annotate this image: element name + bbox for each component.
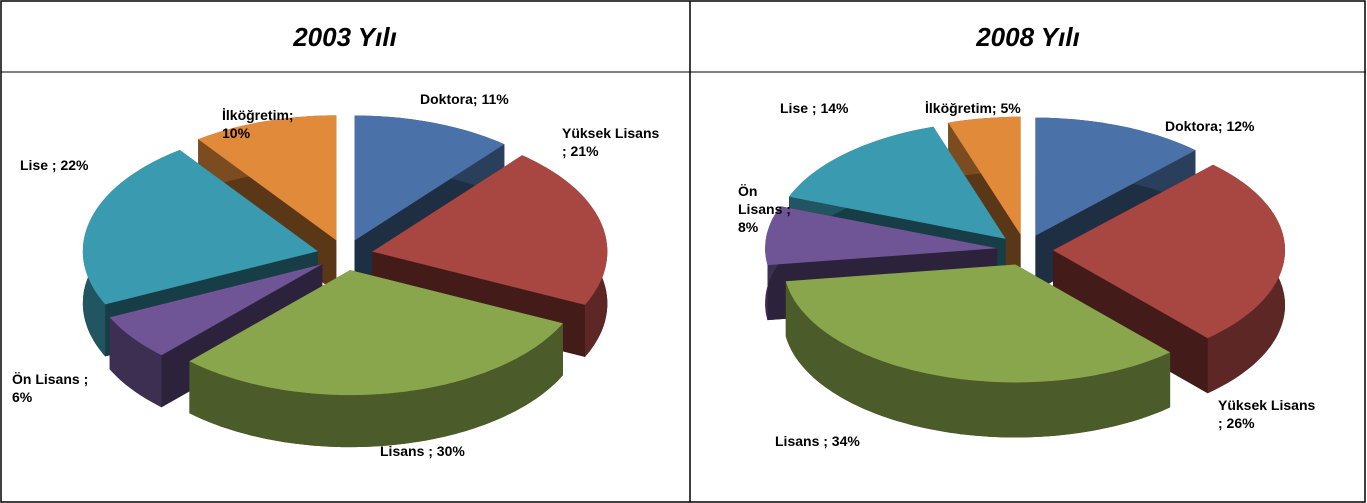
data-label: Yüksek Lisans ; 21% <box>562 125 659 159</box>
slice <box>785 264 1171 438</box>
slice-side <box>109 317 162 408</box>
data-label-line: Doktora; 12% <box>1165 118 1255 134</box>
slice-top <box>189 270 563 396</box>
slice-top <box>1053 164 1285 339</box>
slice-top <box>82 150 318 305</box>
data-label: Ön Lisans ; 8% <box>738 183 791 235</box>
slice <box>1053 164 1285 394</box>
data-label: Lisans ; 34% <box>775 433 860 449</box>
data-label: İlköğretim; 5% <box>925 100 1021 116</box>
data-label-line: 10% <box>222 125 251 141</box>
data-label-line: Yüksek Lisans <box>562 125 659 141</box>
slice-side <box>189 323 563 448</box>
data-label-line: Lise ; 22% <box>20 157 89 173</box>
data-label-line: Lisans ; 34% <box>775 433 860 449</box>
data-label: Lise ; 22% <box>20 157 89 173</box>
data-label: Ön Lisans ; 6% <box>12 371 88 405</box>
slice-top <box>372 155 608 305</box>
data-label-line: İlköğretim; 5% <box>925 100 1021 116</box>
data-label-line: Ön <box>738 183 757 199</box>
slice-top <box>785 264 1171 383</box>
data-label-line: Doktora; 11% <box>420 91 509 107</box>
data-label-line: Lise ; 14% <box>780 100 849 116</box>
data-label-line: ; 21% <box>562 143 599 159</box>
slice-top <box>765 206 998 266</box>
data-label: Lisans ; 30% <box>380 443 465 459</box>
chart-title: 2003 Yılı <box>292 22 397 52</box>
data-label: Yüksek Lisans ; 26% <box>1218 397 1315 431</box>
data-label-line: ; 26% <box>1218 415 1255 431</box>
data-label-line: 6% <box>12 389 33 405</box>
slice-top <box>1035 117 1196 236</box>
slice-side <box>785 281 1171 438</box>
data-label: Doktora; 12% <box>1165 118 1255 134</box>
data-label-line: Lisans ; 30% <box>380 443 465 459</box>
data-label-line: İlköğretim; <box>222 107 294 123</box>
data-label-line: Lisans ; <box>738 201 791 217</box>
slice-top <box>948 116 1021 235</box>
data-label-line: 8% <box>738 219 759 235</box>
data-label: Lise ; 14% <box>780 100 849 116</box>
slice-top <box>354 115 505 241</box>
data-label-line: Ön Lisans ; <box>12 371 88 387</box>
slice-top <box>789 126 1006 239</box>
data-label-line: Yüksek Lisans <box>1218 397 1315 413</box>
data-label: İlköğretim; 10% <box>222 107 294 141</box>
chart-title: 2008 Yılı <box>975 22 1080 52</box>
slice-top <box>109 264 323 356</box>
slice <box>189 270 563 448</box>
slice-top <box>198 115 337 241</box>
data-label: Doktora; 11% <box>420 91 509 107</box>
